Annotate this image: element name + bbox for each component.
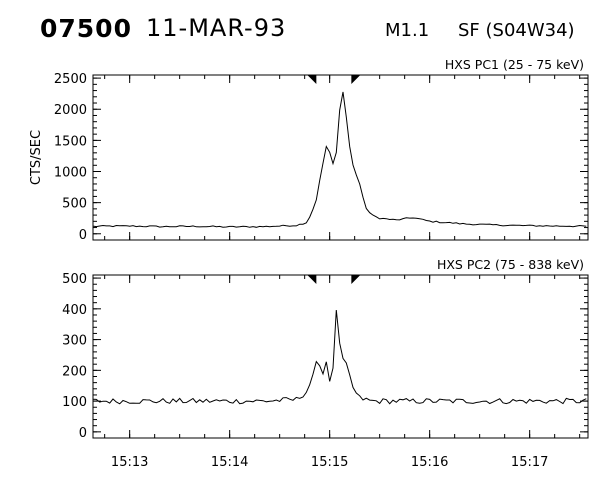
time-marker xyxy=(351,275,361,284)
y-tick-label: 500 xyxy=(62,197,87,212)
panel-title: HXS PC1 (25 - 75 keV) xyxy=(445,57,584,72)
lightcurve-line xyxy=(92,91,587,228)
y-axis-label: CTS/SEC xyxy=(29,130,44,185)
flare-date: 11-MAR-93 xyxy=(146,14,287,42)
y-tick-label: 0 xyxy=(79,426,87,441)
lightcurve-line xyxy=(92,309,587,405)
y-tick-label: 0 xyxy=(79,228,87,243)
plot-frame xyxy=(92,274,589,439)
y-tick-label: 1500 xyxy=(54,134,87,149)
y-tick-label: 500 xyxy=(62,272,87,287)
y-tick-label: 2500 xyxy=(54,72,87,87)
y-tick-label: 400 xyxy=(62,303,87,318)
y-tick-label: 1000 xyxy=(54,166,87,181)
plot-frame xyxy=(92,74,589,241)
x-tick-label: 15:16 xyxy=(411,455,448,470)
flare-location: SF (S04W34) xyxy=(458,20,575,41)
time-marker xyxy=(307,75,317,84)
y-tick-label: 200 xyxy=(62,364,87,379)
y-tick-label: 100 xyxy=(62,395,87,410)
x-tick-label: 15:17 xyxy=(511,455,548,470)
y-tick-label: 2000 xyxy=(54,103,87,118)
panel-title: HXS PC2 (75 - 838 keV) xyxy=(437,257,584,272)
y-tick-label: 300 xyxy=(62,334,87,349)
time-marker xyxy=(351,75,361,84)
goes-class: M1.1 xyxy=(385,20,430,41)
x-tick-label: 15:14 xyxy=(211,455,248,470)
x-tick-label: 15:13 xyxy=(111,455,148,470)
x-tick-label: 15:15 xyxy=(311,455,348,470)
flare-number: 07500 xyxy=(40,14,132,43)
time-marker xyxy=(307,275,317,284)
